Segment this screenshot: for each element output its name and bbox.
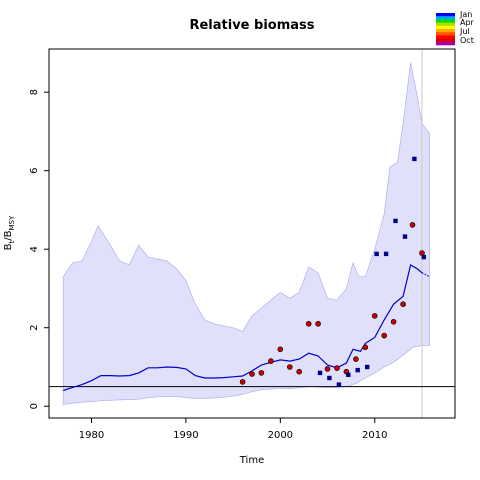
x-axis-label: Time (239, 455, 264, 466)
y-axis-label-main: B (3, 243, 14, 250)
legend-label-apr: Apr (460, 18, 475, 27)
index1-point (286, 364, 293, 370)
legend-swatch (436, 41, 455, 46)
legend-swatch (436, 16, 455, 20)
index1-point (390, 318, 397, 325)
index2-point (374, 251, 379, 257)
index1-point (334, 365, 340, 371)
legend-swatch (436, 35, 455, 39)
legend-swatch (436, 38, 455, 43)
index2-point (393, 218, 398, 224)
index1-point (305, 320, 312, 327)
y-tick-label: 4 (29, 246, 40, 252)
index2-point (402, 234, 408, 239)
y-tick-label: 2 (29, 325, 40, 331)
plot-area (49, 49, 455, 418)
y-axis-label: Bt/BMSY (3, 215, 16, 250)
index1-point (400, 301, 406, 308)
legend-swatches (436, 13, 455, 46)
x-tick-label: 1990 (173, 430, 198, 441)
index2-point (383, 251, 389, 257)
index1-point (258, 370, 265, 376)
index2-point (336, 382, 342, 387)
x-tick-label: 2000 (268, 430, 293, 441)
y-axis-label-sub-t: t (8, 240, 16, 243)
median-line (63, 263, 423, 392)
legend-swatch (436, 22, 455, 27)
month-legend: Jan Apr Jul Oct (436, 10, 475, 46)
y-axis: 0 2 4 6 8 (29, 89, 49, 409)
index2-point (346, 372, 351, 377)
index1-point (409, 222, 416, 228)
legend-swatch (436, 25, 455, 30)
index2-point (317, 370, 323, 376)
index1-point (353, 356, 359, 362)
index2-point (412, 156, 417, 162)
x-tick-label: 1980 (79, 430, 104, 441)
x-tick-label: 2010 (362, 430, 387, 441)
legend-swatch (436, 13, 455, 17)
legend-swatch (436, 19, 455, 23)
index1-point (239, 379, 246, 385)
index1-point (371, 313, 378, 319)
index1-point (381, 332, 388, 339)
confidence-band (62, 62, 430, 405)
index1-point (296, 368, 303, 375)
index1-point (324, 366, 331, 372)
y-tick-label: 0 (29, 403, 40, 409)
legend-label-oct: Oct (460, 36, 474, 45)
median-projection (421, 272, 430, 278)
index2-point (327, 375, 332, 381)
index1-point (268, 358, 274, 364)
index1-point (249, 371, 255, 377)
index2-point (355, 367, 360, 373)
legend-swatch (436, 32, 455, 36)
y-axis-label-sub-msy: MSY (8, 215, 16, 230)
legend-swatch (436, 29, 455, 33)
index1-point (419, 250, 425, 256)
legend-label-jul: Jul (459, 27, 470, 36)
index1-point (362, 344, 369, 351)
x-axis: 1980 1990 2000 2010 (79, 418, 387, 441)
index1-point (315, 320, 321, 327)
chart-title: Relative biomass (189, 18, 314, 33)
index2-point (421, 254, 426, 260)
plot-frame (48, 48, 456, 419)
legend-label-jan: Jan (459, 10, 472, 19)
index1-point (277, 346, 284, 353)
y-axis-label-sep: /B (3, 230, 14, 240)
y-tick-label: 8 (29, 89, 40, 95)
index2-point (365, 364, 370, 370)
y-tick-label: 6 (29, 168, 40, 174)
